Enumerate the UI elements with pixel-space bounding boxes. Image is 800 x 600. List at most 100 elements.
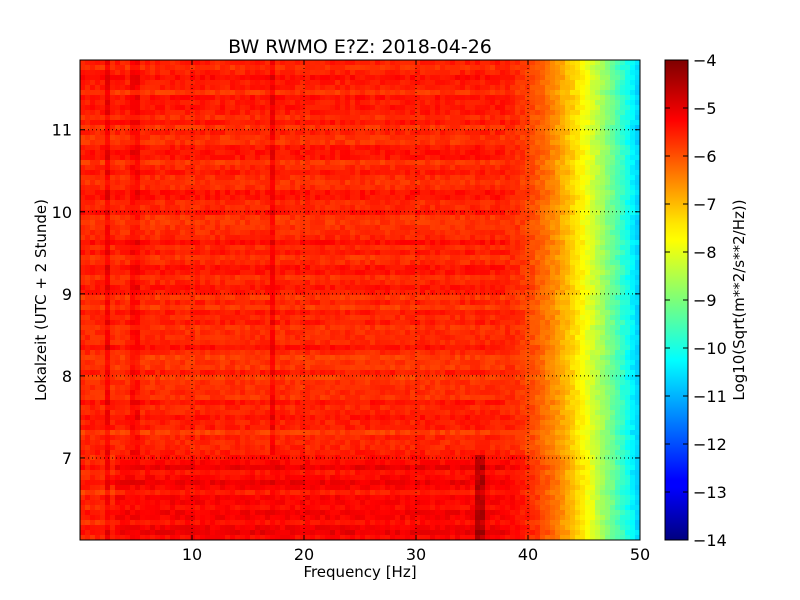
heatmap-cell xyxy=(520,235,526,241)
heatmap-cell xyxy=(185,225,191,231)
heatmap-cell xyxy=(230,260,236,266)
heatmap-cell xyxy=(270,250,276,256)
heatmap-cell xyxy=(135,245,141,251)
heatmap-cell xyxy=(320,180,326,186)
heatmap-cell xyxy=(170,235,176,241)
heatmap-cell xyxy=(615,270,621,276)
heatmap-cell xyxy=(630,130,636,136)
heatmap-cell xyxy=(360,230,366,236)
heatmap-cell xyxy=(505,185,511,191)
heatmap-cell xyxy=(385,115,391,121)
heatmap-cell xyxy=(535,265,541,271)
heatmap-cell xyxy=(415,160,421,166)
heatmap-cell xyxy=(180,125,186,131)
heatmap-cell xyxy=(150,190,156,196)
heatmap-cell xyxy=(220,145,226,151)
heatmap-cell xyxy=(350,180,356,186)
heatmap-cell xyxy=(565,270,571,276)
heatmap-cell xyxy=(605,125,611,131)
heatmap-cell xyxy=(365,70,371,76)
heatmap-cell xyxy=(235,60,241,66)
heatmap-cell xyxy=(435,195,441,201)
heatmap-cell xyxy=(180,120,186,126)
heatmap-cell xyxy=(190,225,196,231)
heatmap-cell xyxy=(380,125,386,131)
heatmap-cell xyxy=(510,255,516,261)
heatmap-cell xyxy=(540,235,546,241)
heatmap-cell xyxy=(580,260,586,266)
heatmap-cell xyxy=(345,70,351,76)
heatmap-cell xyxy=(610,135,616,141)
heatmap-cell xyxy=(85,140,91,146)
heatmap-cell xyxy=(265,185,271,191)
heatmap-cell xyxy=(100,205,106,211)
heatmap-cell xyxy=(125,115,131,121)
heatmap-cell xyxy=(565,115,571,121)
heatmap-cell xyxy=(175,235,181,241)
heatmap-cell xyxy=(520,205,526,211)
heatmap-cell xyxy=(510,85,516,91)
heatmap-cell xyxy=(255,235,261,241)
heatmap-cell xyxy=(370,190,376,196)
heatmap-cell xyxy=(310,135,316,141)
heatmap-cell xyxy=(475,70,481,76)
heatmap-cell xyxy=(200,210,206,216)
heatmap-cell xyxy=(210,145,216,151)
heatmap-cell xyxy=(350,190,356,196)
heatmap-cell xyxy=(610,260,616,266)
heatmap-cell xyxy=(255,175,261,181)
heatmap-cell xyxy=(290,175,296,181)
heatmap-cell xyxy=(80,115,86,121)
heatmap-cell xyxy=(240,105,246,111)
heatmap-cell xyxy=(120,265,126,271)
heatmap-cell xyxy=(250,270,256,276)
heatmap-cell xyxy=(470,275,476,281)
heatmap-cell xyxy=(560,255,566,261)
heatmap-cell xyxy=(100,260,106,266)
heatmap-cell xyxy=(325,245,331,251)
heatmap-cell xyxy=(620,65,626,71)
heatmap-cell xyxy=(295,130,301,136)
heatmap-cell xyxy=(260,220,266,226)
heatmap-cell xyxy=(365,100,371,106)
heatmap-cell xyxy=(180,90,186,96)
heatmap-cell xyxy=(550,200,556,206)
heatmap-cell xyxy=(190,155,196,161)
heatmap-cell xyxy=(445,70,451,76)
heatmap-cell xyxy=(140,70,146,76)
heatmap-cell xyxy=(390,70,396,76)
heatmap-cell xyxy=(375,120,381,126)
heatmap-cell xyxy=(395,155,401,161)
heatmap-cell xyxy=(200,235,206,241)
heatmap-cell xyxy=(600,255,606,261)
heatmap-cell xyxy=(485,165,491,171)
heatmap-cell xyxy=(595,70,601,76)
heatmap-cell xyxy=(470,90,476,96)
heatmap-cell xyxy=(455,230,461,236)
heatmap-cell xyxy=(630,100,636,106)
heatmap-cell xyxy=(160,110,166,116)
heatmap-cell xyxy=(390,170,396,176)
heatmap-cell xyxy=(380,100,386,106)
heatmap-cell xyxy=(445,105,451,111)
heatmap-cell xyxy=(505,70,511,76)
heatmap-cell xyxy=(410,245,416,251)
heatmap-cell xyxy=(385,130,391,136)
heatmap-cell xyxy=(80,220,86,226)
heatmap-cell xyxy=(490,70,496,76)
heatmap-cell xyxy=(155,195,161,201)
heatmap-cell xyxy=(530,175,536,181)
heatmap-cell xyxy=(300,75,306,81)
heatmap-cell xyxy=(235,80,241,86)
heatmap-cell xyxy=(430,185,436,191)
heatmap-cell xyxy=(290,170,296,176)
heatmap-cell xyxy=(515,125,521,131)
heatmap-cell xyxy=(580,70,586,76)
heatmap-cell xyxy=(210,270,216,276)
heatmap-cell xyxy=(255,225,261,231)
heatmap-cell xyxy=(520,70,526,76)
heatmap-cell xyxy=(595,130,601,136)
heatmap-cell xyxy=(350,95,356,101)
heatmap-cell xyxy=(130,115,136,121)
heatmap-cell xyxy=(580,85,586,91)
